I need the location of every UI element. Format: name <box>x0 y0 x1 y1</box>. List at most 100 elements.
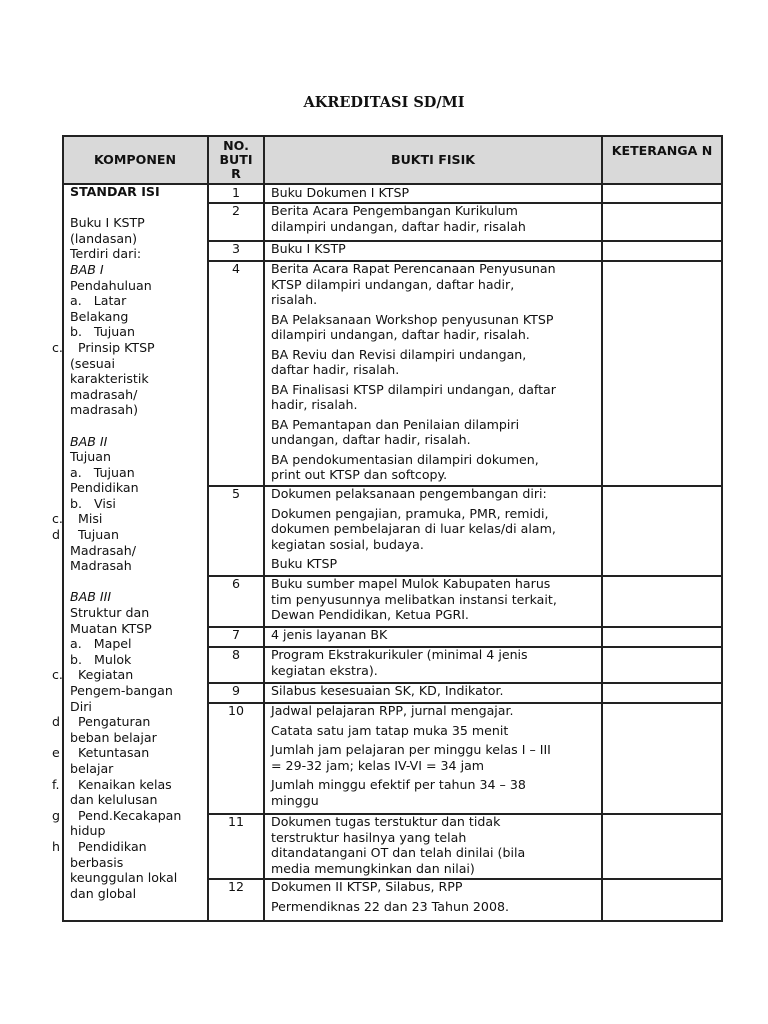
table-border <box>208 813 722 815</box>
komponen-line: Pendidikan <box>70 480 206 496</box>
bukti-line: Buku sumber mapel Mulok Kabupaten harus <box>271 576 551 591</box>
table-border <box>208 575 722 577</box>
bukti-fisik-cell: Jadwal pelajaran RPP, jurnal mengajar. Ca… <box>271 703 601 812</box>
butir-number: 2 <box>231 203 240 218</box>
komponen-line: b. Visi <box>70 496 206 512</box>
table-border <box>263 135 265 921</box>
bukti-paragraph: Dokumen pelaksanaan pengembangan diri: <box>271 486 601 502</box>
bukti-line: BA Reviu dan Revisi dilampiri undangan, <box>271 346 527 362</box>
bukti-line: Catata satu jam tatap muka 35 menit <box>271 722 509 738</box>
komponen-text: BAB I <box>70 261 104 277</box>
komponen-text: Pendahuluan <box>70 277 152 293</box>
bukti-line: Permendiknas 22 dan 23 Tahun 2008. <box>271 898 509 914</box>
table-border <box>721 135 723 921</box>
komponen-line: karakteristik <box>70 371 206 387</box>
komponen-text: berbasis <box>70 854 124 870</box>
bukti-line: kegiatan sosial, budaya. <box>271 536 424 552</box>
bukti-line: risalah. <box>271 292 318 307</box>
komponen-line: madrasah/ <box>70 387 206 403</box>
komponen-text: Buku I KSTP <box>70 215 145 231</box>
komponen-text: karakteristik <box>70 371 149 387</box>
bukti-fisik-cell: Silabus kesesuaian SK, KD, Indikator. <box>271 683 601 703</box>
komponen-text: dan kelulusan <box>70 792 158 808</box>
bukti-line: 4 jenis layanan BK <box>271 627 388 642</box>
komponen-line: c. Misi <box>52 511 206 527</box>
komponen-text: madrasah/ <box>70 386 138 402</box>
komponen-text: a. Latar <box>70 293 127 309</box>
bukti-paragraph: Dokumen II KTSP, Silabus, RPP <box>271 879 601 895</box>
komponen-text: b. Visi <box>70 495 116 511</box>
komponen-line: c. Prinsip KTSP <box>52 340 206 356</box>
komponen-text: (landasan) <box>70 230 137 246</box>
table-border <box>208 260 722 262</box>
bukti-line: Buku KTSP <box>271 556 338 571</box>
butir-number: 12 <box>227 879 245 894</box>
bukti-line: hadir, risalah. <box>271 397 358 412</box>
bukti-line: Berita Acara Pengembangan Kurikulum <box>271 203 518 218</box>
bukti-paragraph: Program Ekstrakurikuler (minimal 4 jenis… <box>271 647 601 678</box>
table-border <box>208 646 722 648</box>
bukti-paragraph: Permendiknas 22 dan 23 Tahun 2008. <box>271 899 601 915</box>
bukti-line: BA pendokumentasian dilampiri dokumen, <box>271 451 539 467</box>
bukti-paragraph: Berita Acara Pengembangan Kurikulum dilam… <box>271 203 601 234</box>
komponen-text: Pengaturan <box>70 714 151 730</box>
table-border <box>62 135 64 921</box>
bukti-line: dilampiri undangan, daftar hadir, risala… <box>271 218 526 234</box>
list-marker: c. <box>52 339 63 355</box>
komponen-line: hidup <box>70 823 206 839</box>
komponen-line: BAB I <box>70 262 206 278</box>
komponen-text: Tujuan <box>70 449 111 465</box>
komponen-line: g Pend.Kecakapan <box>52 808 206 824</box>
komponen-text: Belakang <box>70 308 129 324</box>
komponen-line: Diri <box>70 699 206 715</box>
komponen-text: Pendidikan <box>70 838 147 854</box>
komponen-text: Madrasah/ <box>70 542 136 558</box>
bukti-paragraph: BA pendokumentasian dilampiri dokumen, pr… <box>271 452 601 483</box>
butir-number: 10 <box>227 703 245 718</box>
bukti-line: BA Finalisasi KTSP dilampiri undangan, d… <box>271 381 556 397</box>
butir-number: 1 <box>231 185 240 200</box>
komponen-text: belajar <box>70 760 114 776</box>
komponen-text: beban belajar <box>70 729 157 745</box>
komponen-text: a. Mapel <box>70 636 132 652</box>
komponen-line: (sesuai <box>70 356 206 372</box>
table-border <box>62 135 723 137</box>
komponen-line: belajar <box>70 761 206 777</box>
bukti-paragraph: Dokumen tugas terstuktur dan tidak terstr… <box>271 814 601 876</box>
komponen-line <box>70 200 206 216</box>
butir-number: 3 <box>231 241 240 256</box>
list-marker: g <box>52 807 60 823</box>
butir-number: 7 <box>231 627 240 642</box>
komponen-line: d Pengaturan <box>52 714 206 730</box>
table-border <box>601 135 603 921</box>
bukti-line: BA Pemantapan dan Penilaian dilampiri <box>271 416 520 432</box>
bukti-fisik-cell: Berita Acara Pengembangan Kurikulum dilam… <box>271 203 601 238</box>
bukti-fisik-cell: Berita Acara Rapat Perencanaan Penyusuna… <box>271 261 601 487</box>
butir-number: 8 <box>231 647 240 662</box>
bukti-line: Buku I KSTP <box>271 241 346 256</box>
komponen-line <box>70 418 206 434</box>
bukti-fisik-cell: Buku I KSTP <box>271 241 601 261</box>
butir-number: 11 <box>227 814 245 829</box>
komponen-line: Tujuan <box>70 449 206 465</box>
komponen-line: dan kelulusan <box>70 792 206 808</box>
komponen-line: c. Kegiatan <box>52 667 206 683</box>
komponen-text: Misi <box>70 511 103 527</box>
komponen-line: madrasah) <box>70 402 206 418</box>
bukti-paragraph: Buku sumber mapel Mulok Kabupaten harus t… <box>271 576 601 623</box>
komponen-line: BAB II <box>70 434 206 450</box>
bukti-paragraph: 4 jenis layanan BK <box>271 627 601 643</box>
komponen-line: Pengem-bangan <box>70 683 206 699</box>
header-no-butir: NO. BUTI R <box>208 136 264 184</box>
table-border <box>208 485 722 487</box>
table-border <box>207 135 209 921</box>
bukti-line: Dokumen II KTSP, Silabus, RPP <box>271 879 463 894</box>
bukti-paragraph: Dokumen pengajian, pramuka, PMR, remidi,… <box>271 506 601 553</box>
komponen-text: b. Tujuan <box>70 324 135 340</box>
komponen-line: a. Tujuan <box>70 465 206 481</box>
bukti-line: dilampiri undangan, daftar hadir, risala… <box>271 327 530 342</box>
bukti-line: Jadwal pelajaran RPP, jurnal mengajar. <box>271 703 514 718</box>
bukti-paragraph: BA Pelaksanaan Workshop penyusunan KTSP d… <box>271 312 601 343</box>
komponen-text: Pendidikan <box>70 480 139 496</box>
